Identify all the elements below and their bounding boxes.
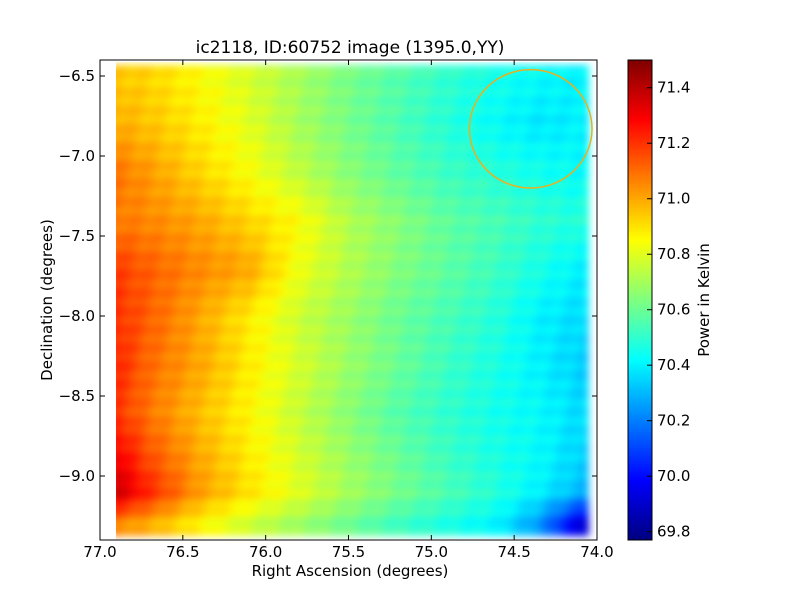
colorbar-tick-label: 70.2 (657, 412, 690, 430)
colorbar-tick-label: 70.4 (657, 356, 690, 374)
y-tick-label: −6.5 (59, 67, 95, 85)
y-tick-label: −7.0 (59, 147, 95, 165)
colorbar-tick-label: 70.8 (657, 245, 690, 263)
y-tick-label: −9.0 (59, 467, 95, 485)
y-tick-label: −8.0 (59, 307, 95, 325)
colorbar-tick-label: 71.0 (657, 190, 690, 208)
x-tick-label: 74.0 (580, 543, 613, 561)
colorbar-tick-label: 70.0 (657, 467, 690, 485)
y-axis-label: Declination (degrees) (38, 219, 56, 381)
y-tick-label: −7.5 (59, 227, 95, 245)
colorbar-label: Power in Kelvin (695, 243, 713, 357)
x-tick-label: 77.0 (83, 543, 116, 561)
chart-title: ic2118, ID:60752 image (1395.0,YY) (196, 38, 505, 58)
beam-circle (468, 68, 593, 189)
x-axis-label: Right Ascension (degrees) (252, 562, 449, 580)
heatmap (116, 62, 595, 539)
colorbar-axis: 69.8 70.0 70.2 70.4 70.6 70.8 71.0 71.2 71.4 (647, 79, 690, 541)
y-tick-label: −8.5 (59, 387, 95, 405)
colorbar-tick-label: 70.6 (657, 301, 690, 319)
colorbar-tick-label: 71.2 (657, 134, 690, 152)
y-axis: −6.5 −7.0 −7.5 −8.0 −8.5 −9.0 (59, 67, 597, 485)
x-tick-label: 75.0 (415, 543, 448, 561)
colorbar-tick-label: 71.4 (657, 79, 690, 97)
x-tick-label: 75.5 (332, 543, 365, 561)
x-tick-label: 76.0 (249, 543, 282, 561)
x-axis: 77.0 76.5 76.0 75.5 75.0 74.5 74.0 (83, 60, 614, 561)
colorbar-tick-label: 69.8 (657, 523, 690, 541)
heatmap-canvas (116, 62, 595, 539)
x-tick-label: 74.5 (497, 543, 530, 561)
colorbar (627, 59, 653, 541)
x-tick-label: 76.5 (166, 543, 199, 561)
